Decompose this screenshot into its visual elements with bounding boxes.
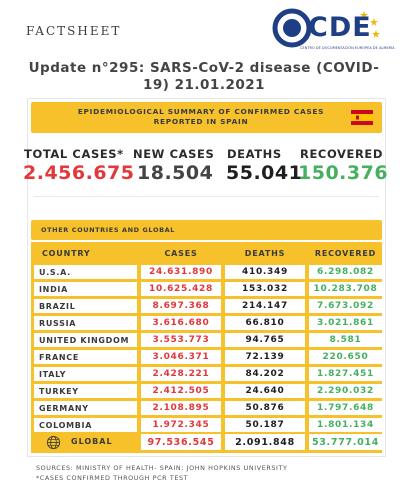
cases-cell: 10.625.428 xyxy=(141,282,221,296)
global-country-cell: GLOBAL xyxy=(34,434,137,450)
deaths-cell: 84.202 xyxy=(225,367,305,381)
table-row: U.S.A. 24.631.890 410.349 6.298.082 xyxy=(28,265,385,281)
recovered-cell: 220.650 xyxy=(309,350,382,364)
header-recovered: RECOVERED xyxy=(309,245,382,262)
deaths-cell: 50.876 xyxy=(225,401,305,415)
cases-cell: 3.553.773 xyxy=(141,333,221,347)
deaths-cell: 94.765 xyxy=(225,333,305,347)
recovered-cell: 3.021.861 xyxy=(309,316,382,330)
global-recovered-cell: 53.777.014 xyxy=(309,434,382,450)
cases-cell: 2.108.895 xyxy=(141,401,221,415)
table-row: FRANCE 3.046.371 72.139 220.650 xyxy=(28,350,385,366)
deaths-cell: 214.147 xyxy=(225,299,305,313)
deaths-value: 55.041 xyxy=(226,162,303,184)
global-label: GLOBAL xyxy=(71,437,113,446)
table-row: INDIA 10.625.428 153.032 10.283.708 xyxy=(28,282,385,298)
country-cell: GERMANY xyxy=(34,401,137,415)
deaths-cell: 66.810 xyxy=(225,316,305,330)
recovered-cell: 8.581 xyxy=(309,333,382,347)
deaths-cell: 72.139 xyxy=(225,350,305,364)
deaths-cell: 153.032 xyxy=(225,282,305,296)
cases-cell: 2.412.505 xyxy=(141,384,221,398)
table-row: ITALY 2.428.221 84.202 1.827.451 xyxy=(28,367,385,383)
factsheet-label: FACTSHEET xyxy=(26,24,122,38)
deaths-cell: 24.640 xyxy=(225,384,305,398)
sources-footer: SOURCES: MINISTRY OF HEALTH- SPAIN; JOHN… xyxy=(36,463,288,483)
country-cell: ITALY xyxy=(34,367,137,381)
cases-cell: 2.428.221 xyxy=(141,367,221,381)
country-cell: FRANCE xyxy=(34,350,137,364)
epi-banner-title: EPIDEMIOLOGICAL SUMMARY OF CONFIRMED CAS… xyxy=(77,107,325,126)
total-cases-value: 2.456.675 xyxy=(23,162,135,184)
update-title: Update n°295: SARS-CoV-2 disease (COVID-… xyxy=(28,60,380,93)
deaths-cell: 410.349 xyxy=(225,265,305,279)
country-cell: RUSSIA xyxy=(34,316,137,330)
country-cell: INDIA xyxy=(34,282,137,296)
cases-cell: 1.972.345 xyxy=(141,418,221,432)
global-row: GLOBAL 97.536.545 2.091.848 53.777.014 xyxy=(28,434,385,450)
recovered-value: 150.376 xyxy=(298,162,389,184)
logo-subtitle: CENTRO DE DOCUMENTACIÓN EUROPEA DE ALMER… xyxy=(300,46,395,50)
country-cell: BRAZIL xyxy=(34,299,137,313)
spain-flag-icon xyxy=(351,110,373,125)
cde-logo xyxy=(272,8,380,48)
cases-cell: 8.697.368 xyxy=(141,299,221,313)
new-cases-value: 18.504 xyxy=(137,162,214,184)
global-cases-cell: 97.536.545 xyxy=(141,434,221,450)
header-cases: CASES xyxy=(141,245,221,262)
recovered-label: RECOVERED xyxy=(300,147,384,161)
table-row: RUSSIA 3.616.680 66.810 3.021.861 xyxy=(28,316,385,332)
summary-card: EPIDEMIOLOGICAL SUMMARY OF CONFIRMED CAS… xyxy=(23,98,389,457)
recovered-cell: 2.290.032 xyxy=(309,384,382,398)
sources-text: SOURCES: MINISTRY OF HEALTH- SPAIN; JOHN… xyxy=(36,464,288,472)
table-row: UNITED KINGDOM 3.553.773 94.765 8.581 xyxy=(28,333,385,349)
logo-text: CDE xyxy=(308,12,372,43)
table-row: COLOMBIA 1.972.345 50.187 1.801.134 xyxy=(28,418,385,434)
country-cell: UNITED KINGDOM xyxy=(34,333,137,347)
header-country: COUNTRY xyxy=(34,245,137,262)
table-row: GERMANY 2.108.895 50.876 1.797.648 xyxy=(28,401,385,417)
recovered-cell: 10.283.708 xyxy=(309,282,382,296)
cases-cell: 3.616.680 xyxy=(141,316,221,330)
country-cell: COLOMBIA xyxy=(34,418,137,432)
other-banner-title: OTHER COUNTRIES AND GLOBAL xyxy=(41,226,175,234)
table-row: TURKEY 2.412.505 24.640 2.290.032 xyxy=(28,384,385,400)
recovered-cell: 6.298.082 xyxy=(309,265,382,279)
deaths-label: DEATHS xyxy=(227,147,282,161)
deaths-cell: 50.187 xyxy=(225,418,305,432)
epi-banner: EPIDEMIOLOGICAL SUMMARY OF CONFIRMED CAS… xyxy=(31,102,382,133)
divider xyxy=(34,196,379,197)
globe-icon xyxy=(46,435,61,450)
header-deaths: DEATHS xyxy=(225,245,305,262)
cases-cell: 24.631.890 xyxy=(141,265,221,279)
other-banner: OTHER COUNTRIES AND GLOBAL xyxy=(31,220,382,240)
country-cell: TURKEY xyxy=(34,384,137,398)
global-deaths-cell: 2.091.848 xyxy=(225,434,305,450)
table-row: BRAZIL 8.697.368 214.147 7.673.092 xyxy=(28,299,385,315)
total-cases-label: TOTAL CASES* xyxy=(24,147,124,161)
new-cases-label: NEW CASES xyxy=(133,147,215,161)
cases-cell: 3.046.371 xyxy=(141,350,221,364)
country-cell: U.S.A. xyxy=(34,265,137,279)
recovered-cell: 7.673.092 xyxy=(309,299,382,313)
pcr-note: *CASES CONFIRMED THROUGH PCR TEST xyxy=(36,474,189,482)
recovered-cell: 1.797.648 xyxy=(309,401,382,415)
recovered-cell: 1.801.134 xyxy=(309,418,382,432)
recovered-cell: 1.827.451 xyxy=(309,367,382,381)
